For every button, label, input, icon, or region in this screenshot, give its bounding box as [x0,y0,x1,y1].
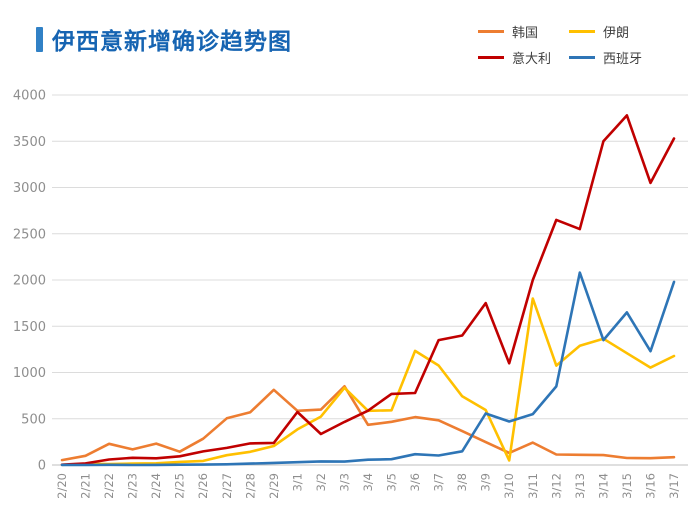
x-axis-tick-label: 2/21 [79,473,93,499]
legend-label-korea: 韩国 [511,26,538,41]
series-line-iran [60,297,676,467]
x-axis-tick-label: 3/17 [667,473,681,499]
y-axis-tick-label: 1000 [13,366,46,381]
series-line-korea [60,384,676,462]
x-axis-tick-label: 3/6 [408,473,422,492]
legend-label-iran: 伊朗 [602,26,629,41]
x-axis-tick-label: 2/29 [267,473,281,499]
x-axis-tick-label: 3/13 [573,473,587,499]
x-axis-tick-label: 3/11 [526,473,540,499]
x-axis-tick-label: 3/5 [385,473,399,492]
x-axis-tick-label: 3/3 [337,473,351,492]
y-axis-tick-label: 2000 [13,274,46,289]
page-title: 伊西意新增确诊趋势图 [52,29,292,55]
x-axis-tick-label: 2/23 [126,473,140,499]
x-axis-tick-label: 2/24 [149,473,163,499]
y-axis-tick-label: 4000 [13,89,46,104]
y-axis-tick-label: 3000 [13,181,46,196]
x-axis-tick-label: 3/7 [432,473,446,492]
x-axis-tick-label: 3/12 [549,473,563,499]
y-axis-tick-label: 3500 [13,135,46,150]
x-axis-tick-label: 2/28 [243,473,257,499]
x-axis-tick-label: 2/20 [55,473,69,499]
y-axis-tick-label: 1500 [13,320,46,335]
y-axis-tick-label: 0 [38,459,46,474]
title-accent-bar-icon [36,26,43,52]
x-axis-tick-label: 3/10 [502,473,516,499]
x-axis-tick-label: 2/26 [196,473,210,499]
x-axis-tick-label: 2/22 [102,473,116,499]
x-axis-tick-label: 2/25 [173,473,187,499]
legend-swatch-spain-icon [568,56,595,59]
series-line-spain [60,271,676,467]
legend: 韩国 伊朗意大利 西班牙 [477,22,642,67]
x-axis-tick-label: 3/9 [479,473,493,492]
series-line-italy [60,114,676,467]
x-axis-tick-label: 3/4 [361,473,375,492]
x-axis-tick-label: 3/2 [314,473,328,492]
legend-item-italy: 意大利 [477,48,551,67]
x-axis-tick-label: 3/8 [455,473,469,492]
x-axis-tick-label: 3/15 [620,473,634,499]
x-axis-tick-label: 3/14 [596,473,610,499]
legend-swatch-italy-icon [477,56,504,59]
legend-item-iran: 伊朗 [568,22,642,41]
x-axis-tick-label: 2/27 [220,473,234,499]
y-axis-tick-label: 500 [21,412,46,427]
legend-label-spain: 西班牙 [602,52,642,67]
x-axis-tick-label: 3/1 [290,473,304,492]
legend-label-italy: 意大利 [511,52,551,67]
legend-item-korea: 韩国 [477,22,551,41]
x-axis-tick-label: 3/16 [643,473,657,499]
legend-swatch-korea-icon [477,30,504,33]
y-axis-tick-label: 2500 [13,227,46,242]
legend-item-spain: 西班牙 [568,48,642,67]
legend-swatch-iran-icon [568,30,595,33]
chart-title-block: 伊西意新增确诊趋势图 [36,22,292,56]
